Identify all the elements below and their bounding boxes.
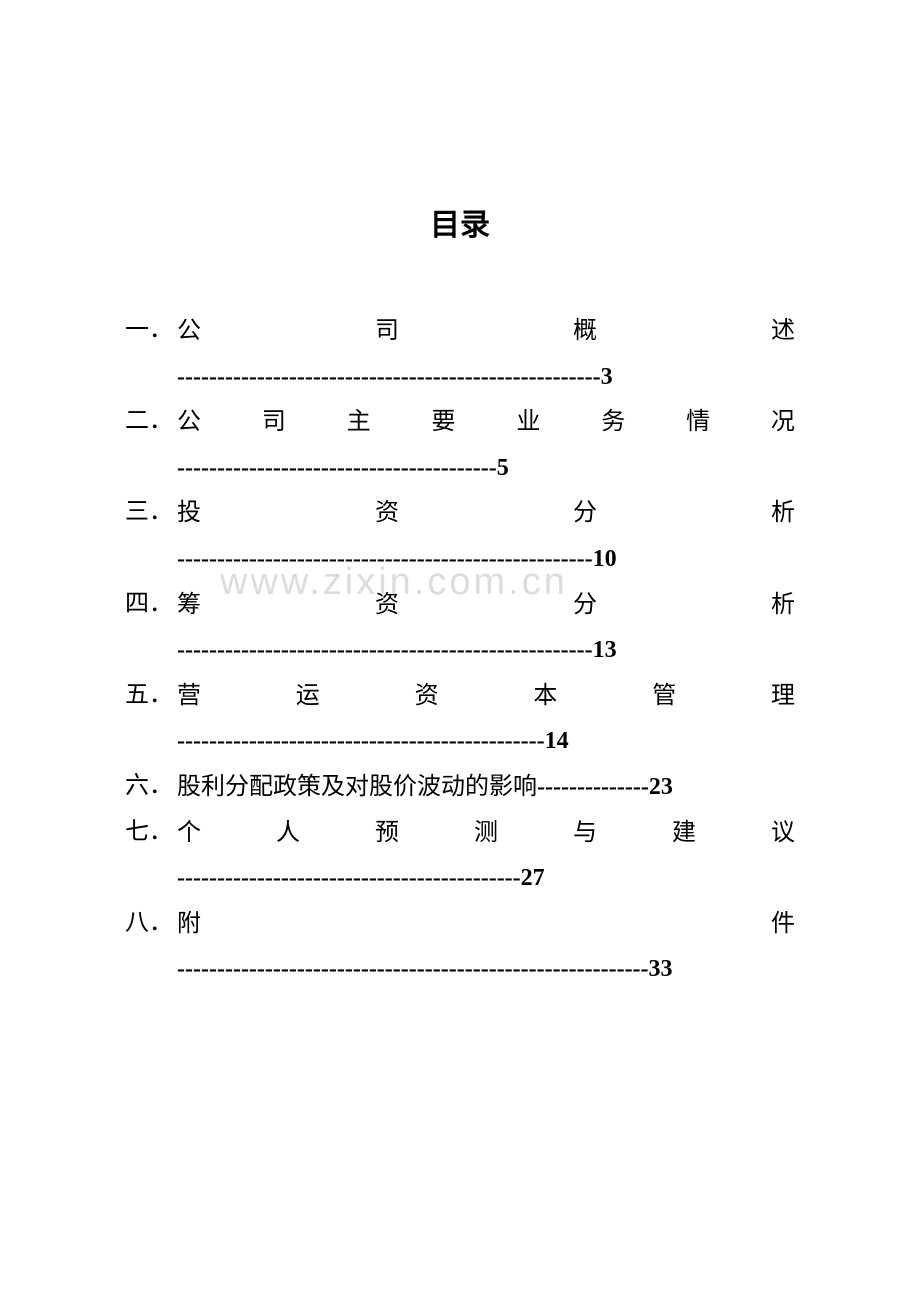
toc-item-title: 投 资 分 析	[177, 491, 795, 537]
toc-char: 人	[276, 811, 300, 857]
toc-char: 营	[177, 674, 201, 720]
toc-char: 资	[375, 491, 399, 537]
toc-dashes: ----------------------------------------…	[177, 856, 795, 902]
toc-char: 件	[771, 902, 795, 948]
toc-number: 六．	[125, 765, 177, 800]
toc-content: 筹 资 分 析 --------------------------------…	[177, 583, 795, 674]
toc-char: 投	[177, 491, 201, 537]
toc-item-8: 八． 附 件 ---------------------------------…	[125, 902, 795, 993]
toc-content: 投 资 分 析 --------------------------------…	[177, 491, 795, 582]
toc-item-title: 营 运 资 本 管 理	[177, 674, 795, 720]
toc-title: 目录	[125, 200, 795, 244]
toc-content: 营 运 资 本 管 理 ----------------------------…	[177, 674, 795, 765]
toc-item-3: 三． 投 资 分 析 -----------------------------…	[125, 491, 795, 582]
toc-content: 股利分配政策及对股价波动的影响 -------------- 23	[177, 765, 795, 811]
toc-char: 议	[771, 811, 795, 857]
toc-item-title: 股利分配政策及对股价波动的影响	[177, 765, 537, 811]
toc-char: 业	[516, 400, 540, 446]
toc-item-title: 附 件	[177, 902, 795, 948]
toc-dashes: ----------------------------------------…	[177, 537, 795, 583]
toc-number: 四．	[125, 583, 177, 618]
toc-number: 七．	[125, 811, 177, 846]
toc-item-7: 七． 个 人 预 测 与 建 议 -----------------------…	[125, 811, 795, 902]
toc-content: 公 司 概 述 --------------------------------…	[177, 309, 795, 400]
toc-char: 预	[375, 811, 399, 857]
toc-char: 理	[771, 674, 795, 720]
toc-page: 23	[649, 765, 673, 811]
page-container: 目录 一． 公 司 概 述 --------------------------…	[0, 0, 920, 993]
toc-number: 二．	[125, 400, 177, 435]
toc-char: 要	[432, 400, 456, 446]
toc-content: 附 件 ------------------------------------…	[177, 902, 795, 993]
toc-item-title: 筹 资 分 析	[177, 583, 795, 629]
toc-char: 述	[771, 309, 795, 355]
toc-dashes: --------------	[537, 765, 649, 811]
toc-char: 分	[573, 491, 597, 537]
toc-char: 况	[771, 400, 795, 446]
toc-dashes: ----------------------------------------…	[177, 719, 795, 765]
toc-content: 公 司 主 要 业 务 情 况 ------------------------…	[177, 400, 795, 491]
toc-item-1: 一． 公 司 概 述 -----------------------------…	[125, 309, 795, 400]
toc-char: 资	[415, 674, 439, 720]
toc-dashes: ----------------------------------------…	[177, 628, 795, 674]
toc-number: 五．	[125, 674, 177, 709]
toc-char: 情	[686, 400, 710, 446]
toc-number: 一．	[125, 309, 177, 344]
toc-char: 附	[177, 902, 201, 948]
toc-char: 主	[347, 400, 371, 446]
toc-char: 运	[296, 674, 320, 720]
toc-char: 本	[533, 674, 557, 720]
toc-char: 筹	[177, 583, 201, 629]
toc-item-title: 公 司 主 要 业 务 情 况	[177, 400, 795, 446]
toc-char: 资	[375, 583, 399, 629]
toc-list: 一． 公 司 概 述 -----------------------------…	[125, 309, 795, 993]
toc-item-2: 二． 公 司 主 要 业 务 情 况 ---------------------…	[125, 400, 795, 491]
toc-number: 八．	[125, 902, 177, 937]
toc-dashes: ----------------------------------------…	[177, 355, 795, 401]
toc-char: 测	[474, 811, 498, 857]
toc-char: 建	[672, 811, 696, 857]
toc-char: 分	[573, 583, 597, 629]
toc-char: 务	[601, 400, 625, 446]
toc-item-title: 个 人 预 测 与 建 议	[177, 811, 795, 857]
toc-dashes: ----------------------------------------…	[177, 947, 795, 993]
toc-number: 三．	[125, 491, 177, 526]
toc-char: 司	[262, 400, 286, 446]
toc-char: 司	[375, 309, 399, 355]
toc-char: 概	[573, 309, 597, 355]
toc-char: 公	[177, 400, 201, 446]
toc-item-5: 五． 营 运 资 本 管 理 -------------------------…	[125, 674, 795, 765]
toc-content: 个 人 预 测 与 建 议 --------------------------…	[177, 811, 795, 902]
toc-char: 析	[771, 583, 795, 629]
toc-char: 个	[177, 811, 201, 857]
toc-item-6: 六． 股利分配政策及对股价波动的影响 -------------- 23	[125, 765, 795, 811]
toc-dashes: ----------------------------------------…	[177, 446, 795, 492]
toc-item-title: 公 司 概 述	[177, 309, 795, 355]
toc-item-4: 四． 筹 资 分 析 -----------------------------…	[125, 583, 795, 674]
toc-char: 管	[652, 674, 676, 720]
toc-char: 与	[573, 811, 597, 857]
toc-char: 析	[771, 491, 795, 537]
toc-char: 公	[177, 309, 201, 355]
